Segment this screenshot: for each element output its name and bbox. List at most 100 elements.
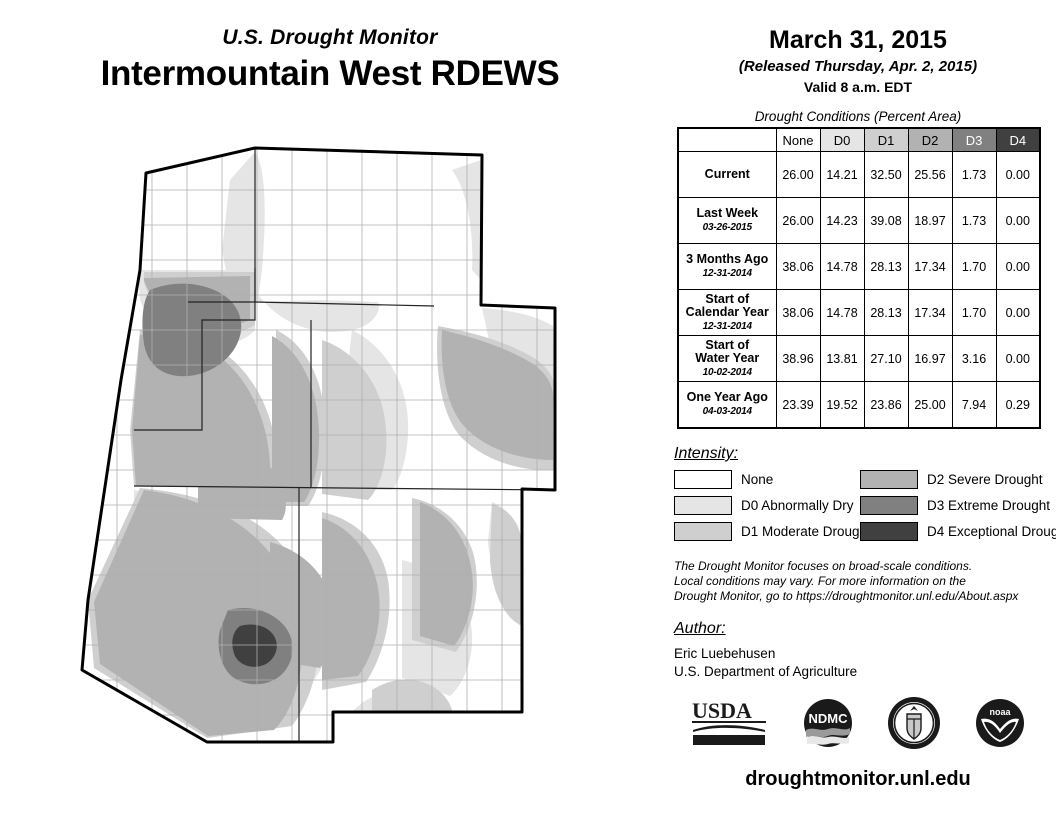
- row-label: Start of Water Year 10-02-2014: [677, 335, 777, 382]
- row-label-line: Current: [704, 167, 750, 181]
- cell-d2: 18.97: [907, 197, 953, 244]
- intensity-heading: Intensity:: [674, 445, 739, 462]
- website-url[interactable]: droughtmonitor.unl.edu: [745, 768, 971, 790]
- legend-swatch: [674, 522, 732, 541]
- legend-swatch: [860, 522, 918, 541]
- table-row: 3 Months Ago 12-31-2014 38.06 14.78 28.13 17.…: [677, 243, 1041, 290]
- legend-item: D0 Abnormally Dry: [674, 496, 860, 515]
- legend-label: None: [741, 472, 774, 487]
- legend-item: None: [674, 470, 860, 489]
- legend-label: D3 Extreme Drought: [927, 498, 1051, 513]
- row-date: 03-26-2015: [702, 222, 752, 233]
- cell-d2: 16.97: [907, 335, 953, 382]
- author-info: Eric Luebehusen U.S. Department of Agric…: [674, 645, 1056, 681]
- state-boundaries: [133, 148, 556, 742]
- row-label-line: Last Week: [696, 206, 759, 220]
- disclaimer-text: The Drought Monitor focuses on broad-sca…: [674, 559, 1056, 604]
- legend-row: D0 Abnormally Dry D3 Extreme Drought: [674, 496, 1056, 515]
- row-label: 3 Months Ago 12-31-2014: [677, 243, 777, 290]
- commerce-seal-logo: [887, 696, 941, 755]
- author-organization: U.S. Department of Agriculture: [674, 664, 858, 679]
- drought-map-svg: [80, 146, 557, 744]
- legend-item: D4 Exceptional Drought: [860, 522, 1056, 541]
- cell-d3: 1.70: [951, 243, 997, 290]
- table-row: Current 26.00 14.21 32.50 25.56 1.73 0.00: [677, 151, 1041, 198]
- author-heading: Author:: [674, 620, 726, 637]
- table-caption: Drought Conditions (Percent Area): [754, 109, 962, 124]
- table-header-d0: D0: [819, 127, 865, 152]
- svg-text:USDA: USDA: [692, 699, 752, 723]
- cell-d3: 1.73: [951, 197, 997, 244]
- disclaimer-line-2: Local conditions may vary. For more info…: [674, 574, 966, 588]
- row-label-line: One Year Ago: [686, 390, 768, 404]
- svg-text:noaa: noaa: [989, 707, 1011, 717]
- legend-swatch: [860, 470, 918, 489]
- cell-d0: 14.78: [819, 243, 865, 290]
- table-row: Last Week 03-26-2015 26.00 14.23 39.08 18.97 1…: [677, 197, 1041, 244]
- disclaimer-line-3: Drought Monitor, go to https://droughtmo…: [674, 589, 1019, 603]
- row-date: 12-31-2014: [702, 268, 752, 279]
- legend-label: D0 Abnormally Dry: [741, 498, 854, 513]
- cell-d2: 17.34: [907, 289, 953, 336]
- legend-item: D2 Severe Drought: [860, 470, 1043, 489]
- legend-rows: None D2 Severe Drought D0 Abnormally Dry D3…: [674, 470, 1056, 541]
- table-header-row: None D0 D1 D2 D3 D4: [678, 127, 1041, 152]
- cell-d0: 14.78: [819, 289, 865, 336]
- row-date: 04-03-2014: [702, 406, 752, 417]
- cell-d3: 3.16: [951, 335, 997, 382]
- info-panel: March 31, 2015 (Released Thursday, Apr. …: [660, 0, 1056, 816]
- legend-label: D4 Exceptional Drought: [927, 524, 1056, 539]
- row-label: Start of Calendar Year 12-31-2014: [677, 289, 777, 336]
- table-header-d3: D3: [951, 127, 997, 152]
- legend-item: D3 Extreme Drought: [860, 496, 1050, 515]
- d4-areas: [232, 624, 277, 667]
- legend-item: D1 Moderate Drought: [674, 522, 871, 541]
- table-row: Start of Water Year 10-02-2014 38.96 13.81 27…: [677, 335, 1041, 382]
- drought-conditions-table: None D0 D1 D2 D3 D4 Current 26.00 14.21 32.50 25.…: [677, 127, 1041, 429]
- cell-d4: 0.00: [995, 151, 1041, 198]
- table-header-d4: D4: [995, 127, 1041, 152]
- cell-none: 23.39: [775, 381, 821, 429]
- cell-d1: 32.50: [863, 151, 909, 198]
- row-label: Last Week 03-26-2015: [677, 197, 777, 244]
- drought-map[interactable]: [22, 130, 642, 790]
- legend-swatch: [860, 496, 918, 515]
- cell-d4: 0.00: [995, 197, 1041, 244]
- date-block: March 31, 2015 (Released Thursday, Apr. …: [660, 0, 1056, 95]
- row-date: 10-02-2014: [702, 366, 752, 378]
- drought-shading-layer: [88, 152, 555, 742]
- cell-none: 38.06: [775, 289, 821, 336]
- cell-d1: 39.08: [863, 197, 909, 244]
- table-corner-cell: [678, 128, 776, 152]
- cell-d0: 14.21: [819, 151, 865, 198]
- county-boundaries: [82, 148, 555, 742]
- table-header-d2: D2: [907, 127, 953, 152]
- logo-row: USDA NDMC: [660, 690, 1056, 760]
- cell-none: 26.00: [775, 197, 821, 244]
- report-date: March 31, 2015: [769, 26, 947, 54]
- cell-d4: 0.00: [995, 243, 1041, 290]
- row-label: Current: [677, 151, 777, 198]
- table-header-d1: D1: [863, 127, 909, 152]
- row-label-line: Calendar Year: [685, 304, 769, 319]
- svg-text:NDMC: NDMC: [808, 711, 848, 726]
- cell-d3: 1.70: [951, 289, 997, 336]
- table-body: Current 26.00 14.21 32.50 25.56 1.73 0.00 Last …: [677, 151, 1041, 429]
- legend-swatch: [674, 470, 732, 489]
- noaa-logo: noaa: [974, 697, 1026, 754]
- cell-d4: 0.29: [995, 381, 1041, 429]
- legend-swatch: [674, 496, 732, 515]
- cell-d0: 19.52: [819, 381, 865, 429]
- legend-row: D1 Moderate Drought D4 Exceptional Drough…: [674, 522, 1056, 541]
- map-panel: U.S. Drought Monitor Intermountain West …: [0, 26, 660, 790]
- release-date: (Released Thursday, Apr. 2, 2015): [738, 58, 978, 75]
- table-row: One Year Ago 04-03-2014 23.39 19.52 23.86 25.…: [677, 381, 1041, 429]
- title-block: U.S. Drought Monitor Intermountain West …: [0, 26, 660, 94]
- region-outline: [80, 146, 557, 744]
- table-header-none: None: [775, 127, 821, 152]
- row-label-line: Water Year: [695, 350, 760, 365]
- author-name: Eric Luebehusen: [674, 646, 776, 661]
- cell-d1: 27.10: [863, 335, 909, 382]
- cell-d1: 23.86: [863, 381, 909, 429]
